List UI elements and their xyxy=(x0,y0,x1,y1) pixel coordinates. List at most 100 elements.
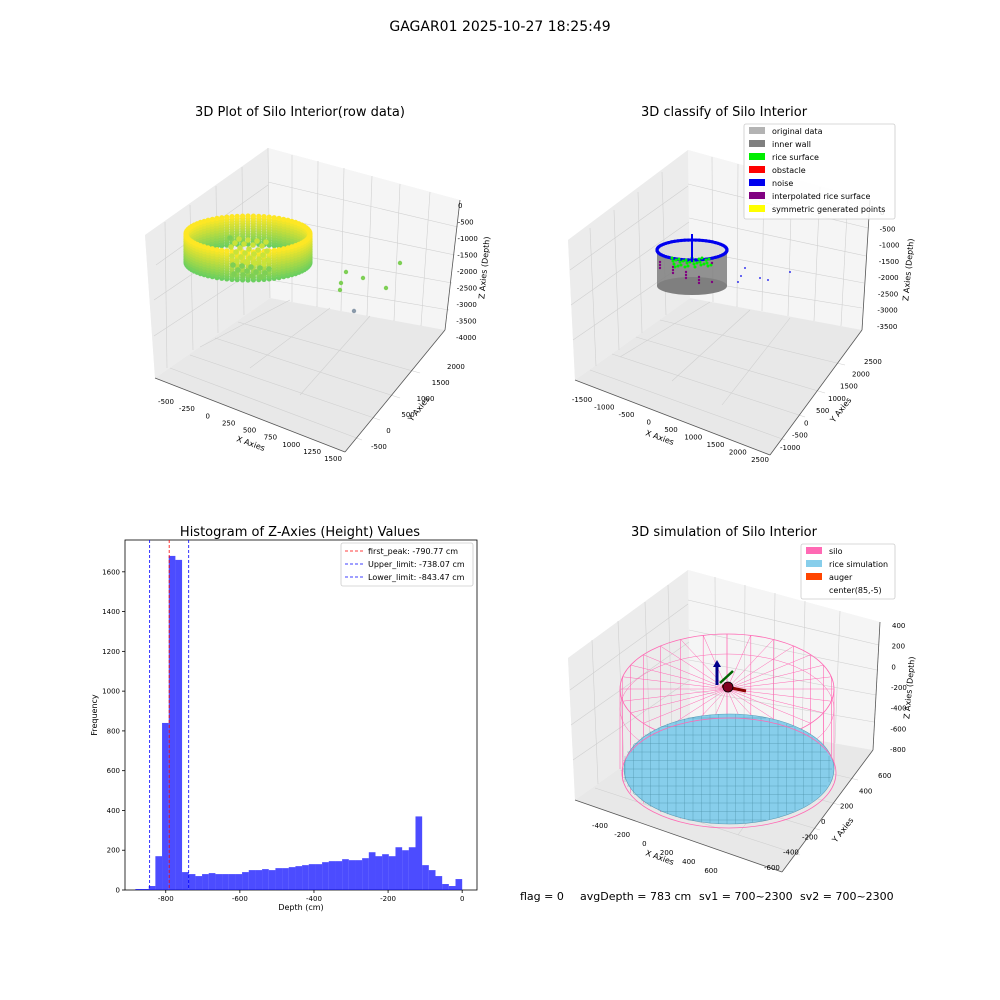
raw-x-tick-6: 1000 xyxy=(282,441,300,449)
rice-surface xyxy=(621,713,837,829)
classify-x-tick-7: 2000 xyxy=(729,449,747,457)
raw-wall-point xyxy=(209,246,215,252)
noise-point xyxy=(667,255,671,259)
histogram-bar xyxy=(328,861,336,890)
raw-interior-point xyxy=(260,252,266,258)
raw-wall-point xyxy=(266,214,272,220)
rice-surface-point xyxy=(688,260,692,264)
noise-outlier xyxy=(789,271,791,273)
histogram-vlines xyxy=(149,540,190,890)
classify-z-ticks: 0-500-1000-1500-2000-2500-3000-3500 xyxy=(877,209,899,331)
histogram-legend-label: first_peak: -790.77 cm xyxy=(368,547,458,556)
histogram-legend: first_peak: -790.77 cm Upper_limit: -738.… xyxy=(340,542,474,587)
noise-point xyxy=(672,239,677,243)
histogram-bar xyxy=(228,874,236,890)
classify-z-tick-4: -2000 xyxy=(878,274,898,282)
classify-z-tick-6: -3000 xyxy=(877,307,897,315)
rice-surface-point xyxy=(699,263,703,267)
histogram-bar xyxy=(268,870,276,890)
classify-y-tick-2: 0 xyxy=(804,419,808,427)
interpolated-point xyxy=(671,268,675,272)
raw-wall-point xyxy=(224,214,230,220)
raw-interior-point xyxy=(248,264,254,270)
histogram-x-label: Depth (cm) xyxy=(278,903,323,912)
histogram-y-tick-label: 1200 xyxy=(102,648,120,656)
classify-x-tick-4: 500 xyxy=(664,426,677,434)
raw-wall-point xyxy=(285,217,291,223)
raw-wall-point xyxy=(281,216,287,222)
raw-x-tick-8: 1500 xyxy=(324,455,342,463)
noise-point xyxy=(711,256,715,260)
interpolated-point xyxy=(684,276,688,280)
classify-y-tick-5: 1500 xyxy=(840,383,858,391)
interpolated-point xyxy=(658,260,662,264)
raw-interior-point xyxy=(228,244,234,250)
classify-legend-label: interpolated rice surface xyxy=(772,192,870,201)
noise-point xyxy=(711,240,715,244)
simulation-x-tick-3: 200 xyxy=(660,849,673,857)
histogram-bar xyxy=(375,856,383,890)
raw-interior-point xyxy=(257,265,263,271)
simulation-x-tick-4: 400 xyxy=(682,858,695,866)
histogram-x-tick-label: -400 xyxy=(306,895,322,903)
histogram-y-tick-label: 400 xyxy=(107,807,120,815)
histogram-bar xyxy=(455,879,463,890)
histogram-bar xyxy=(348,860,356,890)
silo-spoke xyxy=(680,639,728,690)
noise-point xyxy=(676,239,680,243)
histogram-legend-label: Lower_limit: -843.47 cm xyxy=(368,573,465,582)
simulation-x-tick-1: -200 xyxy=(614,831,630,839)
rice-surface-point xyxy=(695,261,699,265)
histogram-bar xyxy=(315,864,323,890)
raw-x-tick-2: 0 xyxy=(206,412,210,420)
noise-point xyxy=(716,255,720,259)
raw-z-tick-8: -4000 xyxy=(456,334,476,342)
raw-interior-point xyxy=(263,239,269,245)
noise-point xyxy=(713,255,718,259)
histogram-bar xyxy=(255,870,263,890)
sv2-text: sv2 = 700~2300 xyxy=(800,890,894,903)
raw-interior-point xyxy=(230,262,236,268)
raw-interior-point xyxy=(251,251,257,257)
raw-interior-point xyxy=(231,271,237,277)
raw-interior-point xyxy=(254,238,260,244)
histogram-bar xyxy=(342,859,349,890)
raw-outlier-point xyxy=(360,275,366,281)
raw-wall-point xyxy=(214,215,220,221)
simulation-x-ticks: -400 -200 0 200 400 600 xyxy=(592,822,718,875)
classify-y-tick-1: -500 xyxy=(792,432,808,440)
classify-y-tick-0: -1000 xyxy=(780,444,800,452)
classify-legend-swatch xyxy=(749,153,765,160)
classify-x-tick-6: 1500 xyxy=(707,441,725,449)
raw-interior-point xyxy=(264,248,270,254)
raw-interior-point xyxy=(258,274,264,280)
histogram-bar xyxy=(382,854,389,890)
classify-y-tick-4: 1000 xyxy=(828,395,846,403)
raw-wall-point xyxy=(245,213,251,219)
noise-point xyxy=(707,239,712,243)
interpolated-point xyxy=(697,278,701,282)
simulation-z-label: Z Axies (Depth) xyxy=(902,656,916,719)
histogram-bar xyxy=(182,872,189,890)
classify-title: 3D classify of Silo Interior xyxy=(641,105,808,120)
raw-z-ticks: 0 -500 -1000 -1500 -2000 -2500 -3000 -3500 -4000 xyxy=(456,202,478,342)
simulation-x-tick-5: 600 xyxy=(704,867,717,875)
simulation-y-ticks: -600-400-2000 200 400 600 xyxy=(764,772,891,872)
raw-wall-point xyxy=(256,213,262,219)
histogram-bar xyxy=(428,870,436,890)
classify-legend-swatch xyxy=(749,166,765,173)
simulation-y-label: Y Axies xyxy=(830,816,856,845)
raw-z-tick-1: -500 xyxy=(458,219,474,227)
histogram-bar xyxy=(355,860,363,890)
noise-outlier xyxy=(759,277,761,279)
rice-surface-point xyxy=(678,260,682,264)
noise-point xyxy=(664,241,668,245)
noise-point xyxy=(701,238,705,243)
interpolated-point xyxy=(684,270,688,274)
histogram-bar xyxy=(388,856,396,890)
raw-z-label: Z Axies (Depth) xyxy=(477,236,491,299)
histogram-bar xyxy=(162,722,169,890)
raw-z-tick-2: -1000 xyxy=(458,235,478,243)
raw-interior-point xyxy=(245,237,251,243)
